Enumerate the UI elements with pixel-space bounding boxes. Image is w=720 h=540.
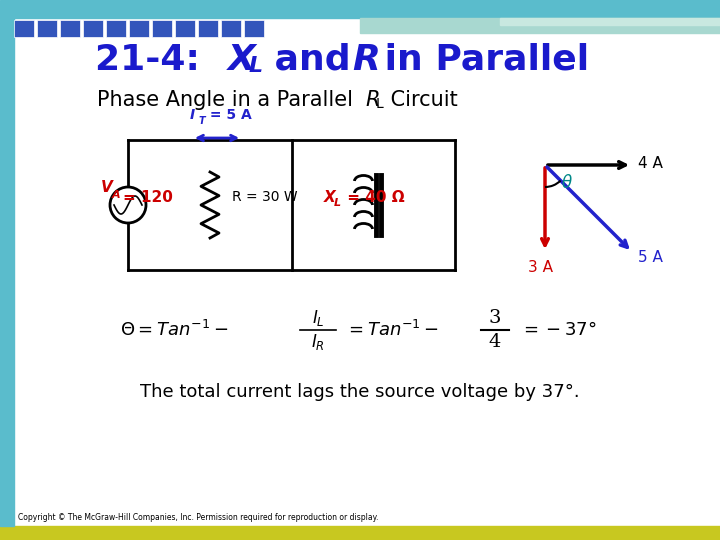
Bar — [152, 20, 172, 37]
Bar — [0, 0, 720, 18]
Circle shape — [110, 187, 146, 223]
Bar — [129, 20, 149, 37]
Bar — [60, 20, 80, 37]
Text: 5 A: 5 A — [638, 251, 663, 266]
Text: 3: 3 — [489, 309, 501, 327]
Text: Circuit: Circuit — [384, 90, 458, 110]
Text: I: I — [190, 108, 195, 122]
Bar — [0, 526, 720, 540]
Bar — [106, 20, 126, 37]
Text: and: and — [262, 43, 364, 77]
Text: = 40 Ω: = 40 Ω — [341, 190, 404, 205]
Text: 21-4:: 21-4: — [95, 43, 212, 77]
Text: V: V — [102, 180, 113, 195]
Text: R: R — [365, 90, 379, 110]
Text: X: X — [228, 43, 256, 77]
Text: X: X — [323, 190, 336, 205]
Text: $\mathit{\Theta} = \mathit{Tan}^{-1} -$: $\mathit{\Theta} = \mathit{Tan}^{-1} -$ — [120, 320, 228, 340]
Text: 3 A: 3 A — [528, 260, 552, 275]
Bar — [500, 18, 720, 25]
Text: L: L — [333, 198, 341, 208]
Bar — [0, 18, 14, 526]
Bar — [360, 18, 720, 33]
Text: $\mathit{I}_{\mathit{L}}$: $\mathit{I}_{\mathit{L}}$ — [312, 308, 324, 328]
Text: L: L — [376, 97, 384, 111]
Text: A: A — [112, 190, 120, 200]
Text: 4 A: 4 A — [638, 156, 663, 171]
Bar — [198, 20, 218, 37]
Bar — [37, 20, 57, 37]
Text: $= \mathit{Tan}^{-1} -$: $= \mathit{Tan}^{-1} -$ — [345, 320, 439, 340]
Text: The total current lags the source voltage by 37°.: The total current lags the source voltag… — [140, 383, 580, 401]
Bar — [14, 20, 34, 37]
Bar — [244, 20, 264, 37]
Text: $= -37°$: $= -37°$ — [520, 321, 596, 339]
Text: Phase Angle in a Parallel: Phase Angle in a Parallel — [97, 90, 360, 110]
Text: L: L — [249, 56, 263, 76]
Text: = 5 A: = 5 A — [205, 108, 252, 122]
Text: T: T — [199, 116, 206, 126]
Bar — [83, 20, 103, 37]
Text: Copyright © The McGraw-Hill Companies, Inc. Permission required for reproduction: Copyright © The McGraw-Hill Companies, I… — [18, 514, 379, 523]
Text: 4: 4 — [489, 333, 501, 351]
Text: θ: θ — [562, 174, 572, 192]
Bar — [175, 20, 195, 37]
Bar — [221, 20, 241, 37]
Text: R = 30 W: R = 30 W — [232, 190, 297, 204]
Text: R: R — [352, 43, 380, 77]
Text: $\mathit{I}_{\mathit{R}}$: $\mathit{I}_{\mathit{R}}$ — [311, 332, 325, 352]
Text: in Parallel: in Parallel — [372, 43, 589, 77]
Text: = 120: = 120 — [123, 190, 173, 205]
